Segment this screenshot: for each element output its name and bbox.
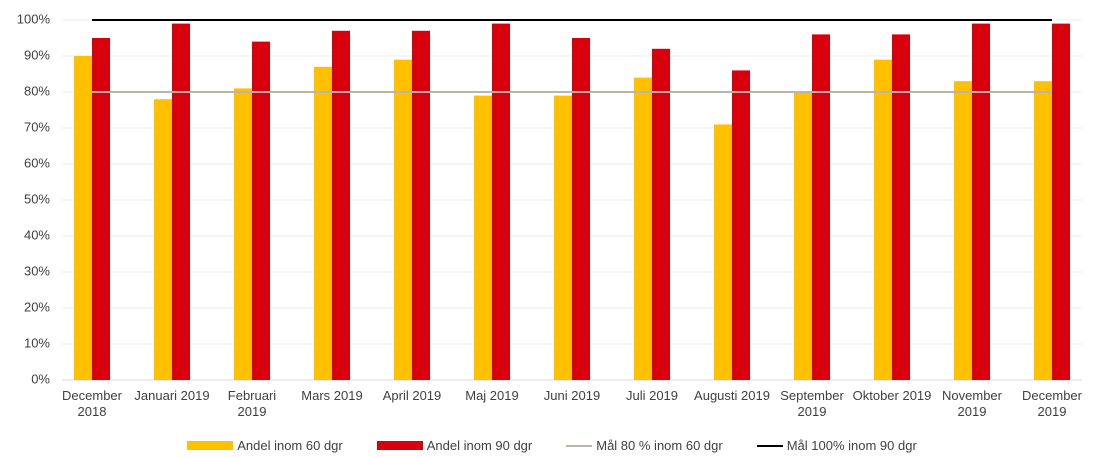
- legend-swatch: [756, 444, 783, 447]
- legend-label: Andel inom 90 dgr: [426, 438, 533, 453]
- bar: [714, 124, 732, 381]
- y-tick-label: 40%: [24, 227, 50, 242]
- legend-item: Mål 100% inom 90 dgr: [756, 438, 917, 453]
- bar: [154, 99, 172, 380]
- x-tick-label: Januari 2019: [134, 388, 210, 403]
- bar: [972, 23, 990, 380]
- y-tick-label: 60%: [24, 155, 50, 170]
- x-tick-label: December 2018: [62, 388, 122, 419]
- bar: [572, 38, 590, 380]
- bar: [732, 70, 750, 381]
- x-tick-label: Juni 2019: [543, 388, 601, 403]
- y-tick-label: 0%: [31, 371, 50, 386]
- bar: [554, 95, 572, 380]
- legend-item: Mål 80 % inom 60 dgr: [566, 438, 723, 453]
- x-tick-label: November 2019: [942, 388, 1002, 419]
- legend-swatch: [566, 444, 593, 447]
- plot: 0% 10% 20% 30% 40% 50% 60% 70% 80% 90% 100%: [17, 11, 1082, 386]
- legend-label: Andel inom 60 dgr: [237, 438, 343, 453]
- x-tick-label: Juli 2019: [625, 388, 679, 403]
- bar: [394, 59, 412, 380]
- x-tick-label: Februari 2019: [227, 388, 277, 419]
- bar: [492, 23, 510, 380]
- y-tick-label: 30%: [24, 263, 50, 278]
- legend-label: Mål 100% inom 90 dgr: [786, 438, 917, 453]
- bar: [954, 81, 972, 380]
- bar: [252, 41, 270, 380]
- bar: [234, 88, 252, 381]
- x-tick-label: April 2019: [382, 388, 442, 403]
- legend-swatch: [187, 441, 234, 450]
- legend-swatch: [376, 441, 423, 450]
- y-tick-label: 100%: [17, 11, 51, 26]
- x-tick-label: Oktober 2019: [852, 388, 932, 403]
- bar: [794, 92, 812, 380]
- bar: [314, 66, 332, 381]
- bar: [74, 56, 92, 380]
- y-tick-label: 10%: [24, 335, 50, 350]
- x-tick-label: Maj 2019: [465, 388, 519, 403]
- y-tick-label: 80%: [24, 83, 50, 98]
- bar: [874, 59, 892, 380]
- legend-item: Andel inom 60 dgr: [187, 438, 343, 453]
- bar: [1034, 81, 1052, 380]
- bar: [812, 34, 830, 381]
- bar: [634, 77, 652, 380]
- bar: [892, 34, 910, 381]
- y-tick-label: 20%: [24, 299, 50, 314]
- bar: [172, 23, 190, 380]
- bar: [1052, 23, 1070, 380]
- x-tick-label: December 2019: [1022, 388, 1082, 419]
- y-tick-label: 90%: [24, 47, 50, 62]
- bar: [474, 95, 492, 380]
- bar: [332, 30, 350, 381]
- legend: Andel inom 60 dgr Andel inom 90 dgr Mål 80…: [0, 438, 1104, 453]
- bar: [412, 30, 430, 381]
- bar: [652, 48, 670, 381]
- y-tick-label: 70%: [24, 119, 50, 134]
- legend-label: Mål 80 % inom 60 dgr: [596, 438, 723, 453]
- x-tick-label: Augusti 2019: [694, 388, 770, 403]
- legend-item: Andel inom 90 dgr: [376, 438, 533, 453]
- y-tick-label: 50%: [24, 191, 50, 206]
- x-tick-label: September 2019: [780, 388, 844, 419]
- bar: [92, 38, 110, 380]
- x-tick-label: Mars 2019: [301, 388, 363, 403]
